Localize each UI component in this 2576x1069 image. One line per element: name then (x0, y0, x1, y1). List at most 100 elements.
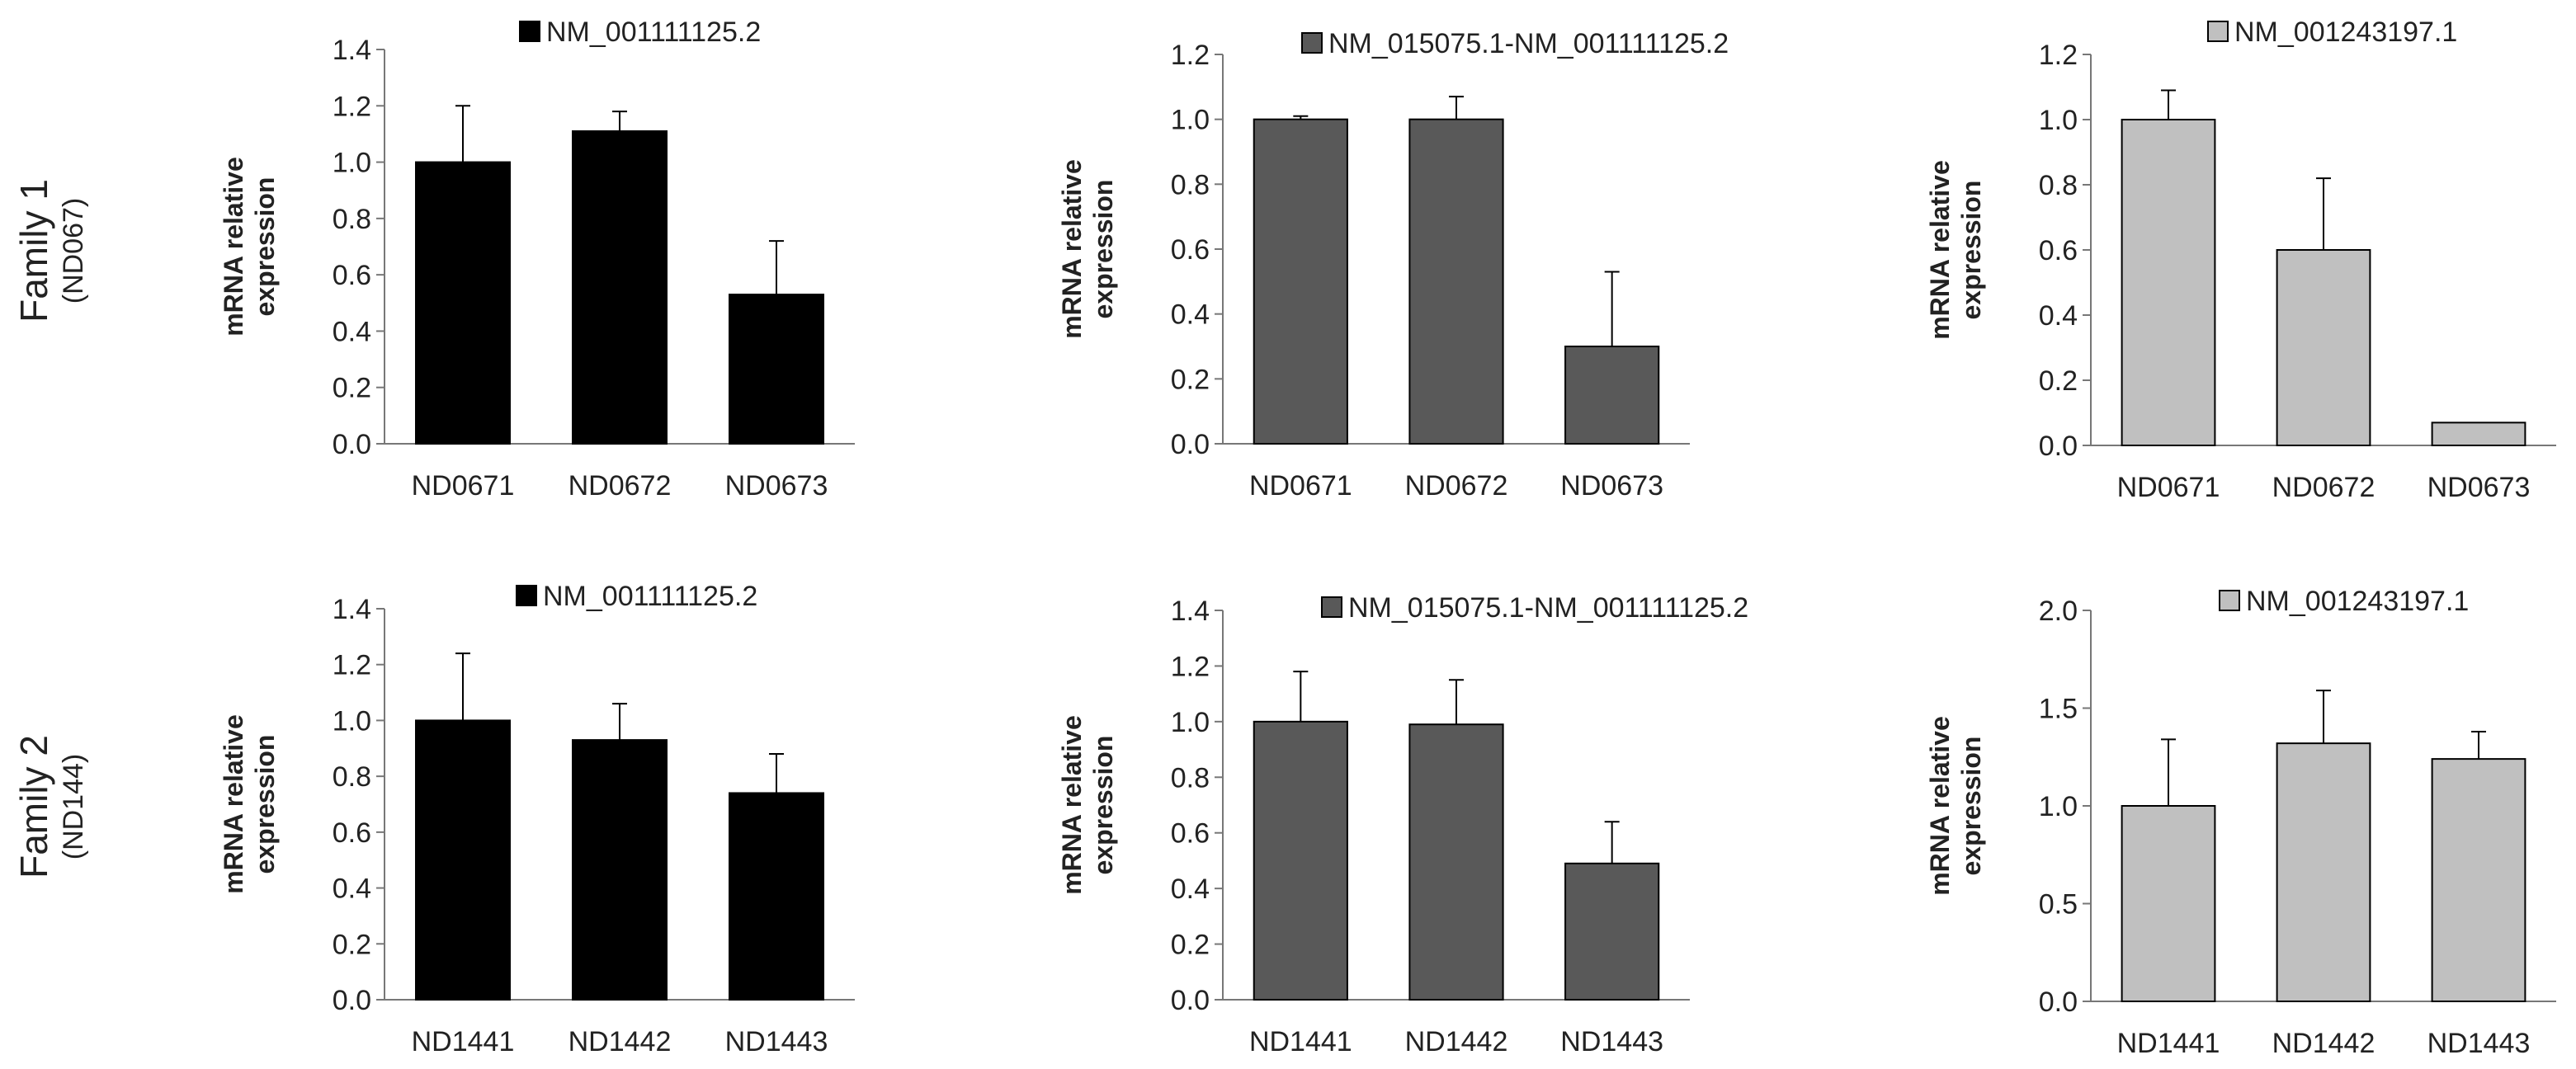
y-tick-label: 1.4 (333, 35, 371, 66)
y-tick-label: 0.0 (2039, 431, 2078, 462)
x-tick-label: ND1442 (2272, 1028, 2375, 1059)
y-axis-title-line: mRNA relative (219, 714, 248, 894)
y-axis-title: mRNA relativeexpression (1925, 716, 1986, 896)
y-tick-label: 1.4 (333, 594, 371, 625)
x-tick-label: ND1443 (1560, 1026, 1663, 1057)
chart-panel-2: 0.0 0.2 0.4 0.6 0.8 1.0 1.2 mRNA relativeexpres… (1057, 28, 1729, 502)
y-tick-label: 1.2 (1171, 651, 1210, 682)
chart-panel-4: 0.0 0.2 0.4 0.6 0.8 1.0 1.2 1.4 mRNA relativeexp… (219, 581, 855, 1057)
y-tick-label: 0.8 (1171, 762, 1210, 794)
y-tick-label: 1.2 (333, 91, 371, 122)
y-tick-label: 1.0 (2039, 791, 2078, 822)
x-tick-label: ND1441 (2117, 1028, 2220, 1059)
y-axis-title: mRNA relativeexpression (219, 157, 280, 337)
bar (2431, 758, 2526, 1002)
y-axis-title-line: expression (1088, 180, 1118, 319)
y-axis-title-line: mRNA relative (1057, 715, 1087, 895)
legend-swatch (519, 21, 540, 42)
bar (2431, 421, 2526, 446)
y-tick-label: 1.2 (2039, 40, 2078, 71)
x-tick-label: ND0672 (569, 470, 672, 502)
bar (729, 792, 824, 1001)
y-tick-label: 0.8 (333, 761, 371, 793)
chart-panel-5: 0.0 0.2 0.4 0.6 0.8 1.0 1.2 1.4 mRNA relativeexp… (1057, 592, 1748, 1057)
y-tick-label: 0.4 (1171, 874, 1210, 905)
y-tick-label: 0.4 (2039, 300, 2078, 332)
legend-swatch (1321, 596, 1342, 618)
legend-swatch (1301, 32, 1323, 54)
y-axis-title: mRNA relativeexpression (1057, 715, 1118, 895)
y-tick-label: 0.2 (1171, 364, 1210, 395)
legend-swatch (516, 585, 537, 606)
bar (1408, 723, 1504, 1001)
y-tick-label: 1.0 (2039, 105, 2078, 136)
y-tick-label: 1.0 (1171, 105, 1210, 136)
y-tick-label: 0.0 (333, 429, 371, 460)
x-tick-label: ND1443 (725, 1026, 828, 1057)
legend-label: NM_001111125.2 (543, 581, 757, 612)
y-axis-title: mRNA relativeexpression (1925, 160, 1986, 340)
bar (415, 719, 511, 1001)
bar (2276, 742, 2371, 1002)
y-axis-title-line: mRNA relative (219, 157, 248, 337)
y-tick-label: 0.6 (1171, 818, 1210, 850)
y-axis-title-line: expression (1956, 181, 1986, 320)
bar (572, 130, 668, 445)
legend-label: NM_001111125.2 (546, 16, 761, 48)
bar (2121, 805, 2216, 1002)
y-tick-label: 0.6 (333, 260, 371, 291)
bar (729, 294, 824, 445)
y-tick-label: 0.6 (333, 817, 371, 849)
y-tick-label: 0.2 (1171, 930, 1210, 961)
x-tick-label: ND1442 (1405, 1026, 1508, 1057)
y-tick-label: 0.8 (2039, 170, 2078, 201)
y-tick-label: 0.8 (1171, 169, 1210, 200)
x-tick-label: ND0673 (1560, 470, 1663, 502)
y-tick-label: 0.2 (333, 929, 371, 960)
y-tick-label: 0.8 (333, 204, 371, 235)
y-tick-label: 1.0 (333, 705, 371, 737)
y-tick-label: 1.4 (1171, 596, 1210, 627)
y-tick-label: 0.0 (1171, 985, 1210, 1016)
x-tick-label: ND0672 (1405, 470, 1508, 502)
y-axis-title: mRNA relativeexpression (1057, 159, 1118, 339)
y-tick-label: 0.4 (333, 874, 371, 905)
y-tick-label: 0.2 (333, 373, 371, 404)
bar (415, 161, 511, 445)
bar (1564, 346, 1660, 445)
x-tick-label: ND1442 (569, 1026, 672, 1057)
legend-label: NM_015075.1-NM_001111125.2 (1328, 28, 1729, 59)
y-tick-label: 1.5 (2039, 694, 2078, 725)
x-tick-label: ND0671 (1249, 470, 1352, 502)
bar (1253, 118, 1348, 445)
y-axis-title: mRNA relativeexpression (219, 714, 280, 894)
y-axis-title-line: expression (250, 735, 280, 874)
legend-label: NM_001243197.1 (2246, 586, 2469, 617)
bar (2121, 119, 2216, 446)
legend-label: NM_015075.1-NM_001111125.2 (1348, 592, 1748, 624)
y-tick-label: 0.0 (2039, 987, 2078, 1018)
chart-panel-1: 0.0 0.2 0.4 0.6 0.8 1.0 1.2 1.4 mRNA relativeexp… (219, 16, 855, 502)
x-tick-label: ND0671 (412, 470, 515, 502)
legend-swatch (2219, 590, 2240, 611)
x-tick-label: ND1441 (412, 1026, 515, 1057)
y-tick-label: 0.4 (333, 316, 371, 347)
y-tick-label: 0.0 (1171, 429, 1210, 460)
legend-label: NM_001243197.1 (2234, 16, 2457, 48)
y-axis-title-line: mRNA relative (1925, 160, 1955, 340)
legend-swatch (2207, 21, 2229, 42)
bar (1253, 720, 1348, 1001)
y-axis-title-line: expression (1956, 737, 1986, 876)
x-tick-label: ND0671 (2117, 472, 2220, 503)
x-tick-label: ND0673 (725, 470, 828, 502)
y-tick-label: 2.0 (2039, 596, 2078, 627)
y-tick-label: 1.2 (333, 650, 371, 681)
bar (1408, 118, 1504, 445)
y-tick-label: 0.6 (2039, 235, 2078, 266)
y-tick-label: 0.5 (2039, 889, 2078, 921)
bar (2276, 249, 2371, 446)
chart-panel-6: 0.0 0.5 1.0 1.5 2.0 mRNA relativeexpression ND… (1925, 586, 2556, 1059)
y-axis-title-line: mRNA relative (1925, 716, 1955, 896)
